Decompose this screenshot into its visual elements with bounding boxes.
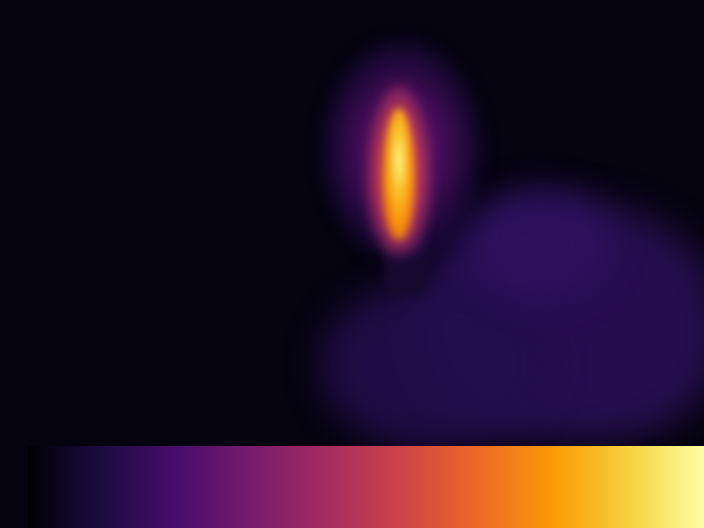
- colormap-colorbar: [28, 446, 704, 528]
- thermal-scene: [320, 40, 704, 446]
- flame-core: [383, 108, 415, 240]
- fingers-heat-region: [320, 280, 550, 446]
- knuckle-heat-region: [470, 190, 610, 300]
